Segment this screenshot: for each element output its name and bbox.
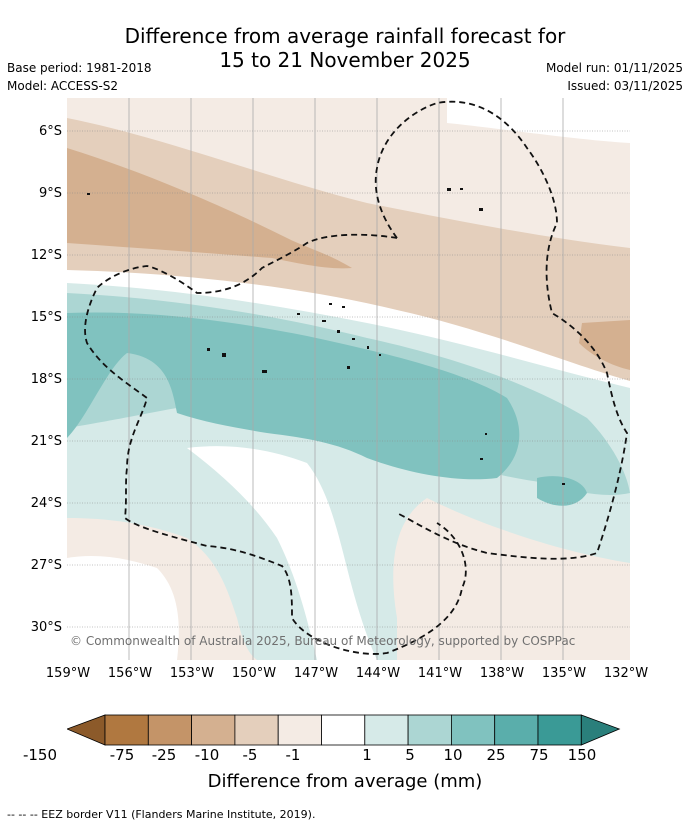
colorbar-arrow-low — [67, 714, 106, 746]
lon-label-144w: 144°W — [355, 666, 401, 681]
rainfall-map — [67, 98, 630, 660]
model-text: Model: ACCESS-S2 — [7, 79, 119, 93]
lat-label-24s: 24°S — [30, 496, 62, 511]
neutral-area-southwest — [67, 556, 179, 660]
lon-label-153w: 153°W — [169, 666, 215, 681]
meridians — [128, 98, 564, 660]
colorbar-segment — [104, 714, 149, 746]
lon-label-156w: 156°W — [107, 666, 153, 681]
lat-label-12s: 12°S — [30, 248, 62, 263]
cbar-tick-m25: -25 — [151, 746, 177, 764]
lon-label-141w: 141°W — [417, 666, 463, 681]
colorbar-segment — [537, 714, 582, 746]
colorbar-segment — [277, 714, 322, 746]
cbar-tick-m1: -1 — [285, 746, 301, 764]
lon-label-135w: 135°W — [541, 666, 587, 681]
colorbar-segment — [234, 714, 279, 746]
metadata-left: Base period: 1981-2018 Model: ACCESS-S2 — [7, 59, 152, 95]
map-title-line1: Difference from average rainfall forecas… — [124, 24, 566, 48]
model-run-text: Model run: 01/11/2025 — [545, 61, 683, 75]
colorbar-segment — [147, 714, 193, 746]
dry-patch-east — [579, 320, 630, 370]
cbar-tick-75: 75 — [529, 746, 549, 764]
islands — [87, 188, 565, 485]
base-period-text: Base period: 1981-2018 — [7, 61, 152, 75]
cbar-tick-10: 10 — [443, 746, 463, 764]
cbar-tick-m10: -10 — [194, 746, 220, 764]
colorbar — [67, 714, 621, 746]
colorbar-segment — [494, 714, 539, 746]
lon-label-132w: 132°W — [603, 666, 649, 681]
cbar-tick-5: 5 — [405, 746, 415, 764]
colorbar-segment — [191, 714, 236, 746]
copyright-notice: © Commonwealth of Australia 2025, Bureau… — [70, 634, 576, 648]
issued-text: Issued: 03/11/2025 — [567, 79, 683, 93]
lat-label-9s: 9°S — [38, 186, 62, 201]
eez-legend: -- -- -- EEZ border V11 (Flanders Marine… — [7, 808, 316, 821]
colorbar-arrow-high — [580, 714, 621, 746]
lon-label-159w: 159°W — [45, 666, 91, 681]
colorbar-segment — [364, 714, 409, 746]
lon-label-147w: 147°W — [293, 666, 339, 681]
lat-label-21s: 21°S — [30, 434, 62, 449]
cbar-tick-25: 25 — [486, 746, 506, 764]
neutral-strip-south — [187, 446, 377, 660]
colorbar-title: Difference from average (mm) — [207, 771, 483, 792]
lon-label-138w: 138°W — [479, 666, 525, 681]
eez-border-east — [374, 100, 628, 560]
metadata-right: Model run: 01/11/2025 Issued: 03/11/2025 — [546, 59, 683, 95]
colorbar-segment — [321, 714, 366, 746]
colorbar-segment — [407, 714, 452, 746]
lat-label-6s: 6°S — [38, 124, 62, 139]
colorbar-segment — [450, 714, 496, 746]
lat-label-15s: 15°S — [30, 310, 62, 325]
map-title-line2: 15 to 21 November 2025 — [219, 48, 471, 72]
cbar-tick-1: 1 — [362, 746, 372, 764]
lat-label-27s: 27°S — [30, 558, 62, 573]
eez-border-west — [84, 233, 467, 655]
wet-band-10-25 — [67, 312, 520, 480]
cbar-tick-m5: -5 — [242, 746, 258, 764]
lat-label-30s: 30°S — [30, 620, 62, 635]
dry-band-10-25 — [67, 148, 352, 269]
cbar-tick-m75: -75 — [109, 746, 135, 764]
lon-label-150w: 150°W — [231, 666, 277, 681]
dry-band-5-10 — [67, 118, 630, 383]
cbar-tick-m150: -150 — [22, 746, 58, 764]
cbar-tick-150: 150 — [567, 746, 597, 764]
wet-patch-east — [537, 476, 587, 506]
lat-label-18s: 18°S — [30, 372, 62, 387]
neutral-band-northeast — [447, 98, 630, 143]
